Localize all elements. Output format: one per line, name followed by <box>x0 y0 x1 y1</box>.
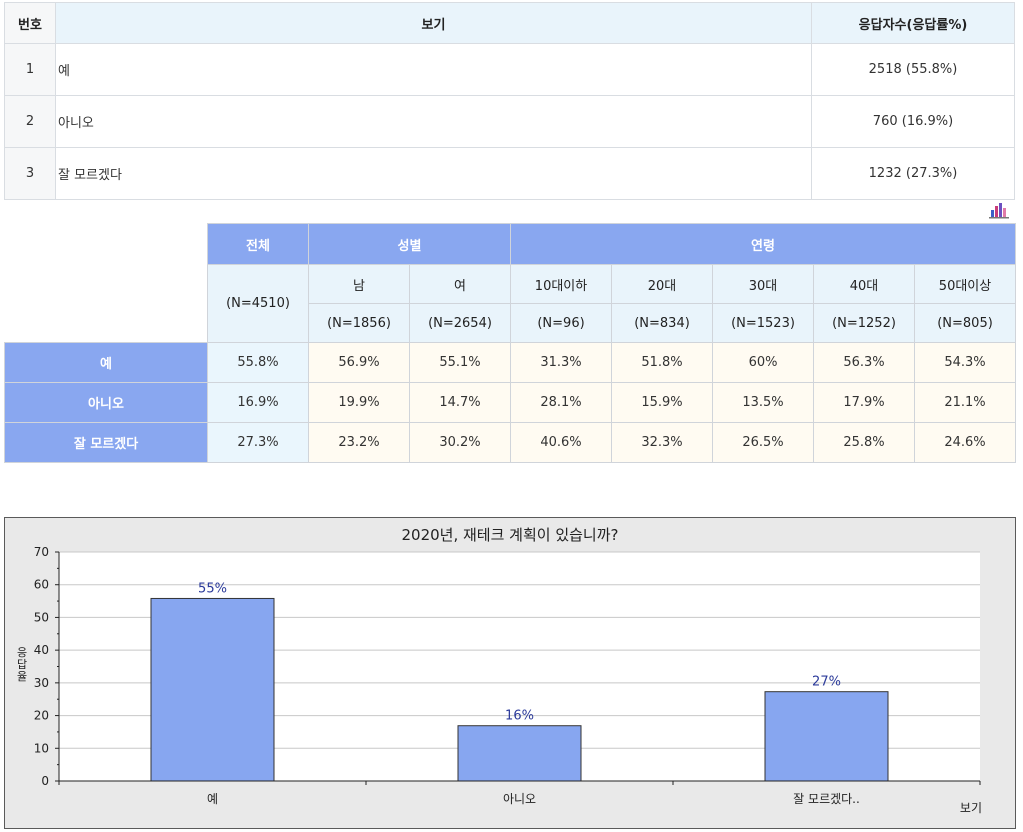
row-count: 1232 (27.3%) <box>811 147 1015 200</box>
crosstab-col-n: (N=2654) <box>408 303 512 343</box>
crosstab-cell: 19.9% <box>308 382 410 423</box>
crosstab-col-n: (N=96) <box>510 303 613 343</box>
crosstab-row-label: 잘 모르겠다 <box>4 422 208 463</box>
header-no: 번호 <box>4 2 56 44</box>
x-tick-label: 예 <box>207 792 218 806</box>
crosstab-cell: 51.8% <box>611 342 714 383</box>
row-count: 2518 (55.8%) <box>811 43 1015 96</box>
answers-header-row: 번호 보기 응답자수(응답률%) <box>4 2 1015 44</box>
bars: 55% 16% 27% <box>150 581 889 782</box>
crosstab-col-n: (N=805) <box>914 303 1017 343</box>
crosstab-cell: 26.5% <box>712 422 815 463</box>
crosstab-cell: 23.2% <box>308 422 410 463</box>
crosstab-corner <box>4 223 208 343</box>
y-tick-label: 40 <box>34 643 49 657</box>
crosstab-cell: 32.3% <box>611 422 714 463</box>
crosstab-cell: 24.6% <box>914 422 1017 463</box>
y-axis: 0 10 20 30 40 50 60 70 <box>34 545 60 788</box>
crosstab-cell: 55.1% <box>408 342 512 383</box>
crosstab-total-header: 전체 <box>207 223 309 265</box>
table-row: 아니오 16.9% 19.9% 14.7% 28.1% 15.9% 13.5% … <box>4 382 1017 423</box>
bar-data-label: 16% <box>505 709 534 724</box>
crosstab-col-label: 40대 <box>813 264 916 304</box>
crosstab-cell: 14.7% <box>408 382 512 423</box>
crosstab-col-label: 20대 <box>611 264 714 304</box>
crosstab-cell: 56.3% <box>813 342 916 383</box>
crosstab-col-label: 여 <box>408 264 512 304</box>
bar <box>150 597 275 782</box>
crosstab-col-n: (N=834) <box>611 303 714 343</box>
x-axis: 예 아니오 잘 모르겠다.. <box>58 780 981 806</box>
crosstab-row-label: 아니오 <box>4 382 208 423</box>
crosstab-cell: 56.9% <box>308 342 410 383</box>
crosstab-row-label: 예 <box>4 342 208 383</box>
table-row: 3 잘 모르겠다 1232 (27.3%) <box>4 147 1015 200</box>
crosstab-age-header: 연령 <box>510 223 1017 265</box>
x-axis-label: 보기 <box>960 801 982 815</box>
row-count: 760 (16.9%) <box>811 95 1015 148</box>
bar <box>764 691 889 782</box>
row-no: 3 <box>4 147 56 200</box>
crosstab-cell: 40.6% <box>510 422 613 463</box>
y-tick-label: 30 <box>34 676 49 690</box>
y-tick-label: 10 <box>34 741 49 755</box>
row-label: 아니오 <box>55 95 812 148</box>
table-row: 2 아니오 760 (16.9%) <box>4 95 1015 148</box>
bar-chart-svg: 2020년, 재테크 계획이 있습니까? 0 10 20 30 40 50 60 70 55%… <box>17 526 982 815</box>
row-no: 1 <box>4 43 56 96</box>
crosstab-cell: 54.3% <box>914 342 1017 383</box>
y-tick-label: 60 <box>34 578 49 592</box>
row-no: 2 <box>4 95 56 148</box>
bar-chart: 2020년, 재테크 계획이 있습니까? 0 10 20 30 40 50 60 70 55%… <box>4 517 1016 829</box>
crosstab-cell: 17.9% <box>813 382 916 423</box>
crosstab-cell: 25.8% <box>813 422 916 463</box>
crosstab-total-cell: 27.3% <box>207 422 309 463</box>
crosstab-cell: 31.3% <box>510 342 613 383</box>
bar <box>457 725 582 782</box>
crosstab-total-cell: 55.8% <box>207 342 309 383</box>
crosstab-cell: 28.1% <box>510 382 613 423</box>
crosstab-col-n: (N=1856) <box>308 303 410 343</box>
crosstab-table: 전체 성별 연령 (N=4510) 남 여 10대이하 20대 30대 40대 … <box>4 223 1017 463</box>
crosstab-total-n: (N=4510) <box>207 264 309 343</box>
bar-data-label: 27% <box>812 675 841 690</box>
header-count: 응답자수(응답률%) <box>811 2 1015 44</box>
crosstab-col-label: 남 <box>308 264 410 304</box>
crosstab-cell: 30.2% <box>408 422 512 463</box>
x-tick-label: 아니오 <box>503 792 536 806</box>
bar-data-label: 55% <box>198 581 227 596</box>
table-row: 예 55.8% 56.9% 55.1% 31.3% 51.8% 60% 56.3… <box>4 342 1017 383</box>
answers-table: 번호 보기 응답자수(응답률%) 1 예 2518 (55.8%) 2 아니오 … <box>4 2 1015 200</box>
crosstab-col-n: (N=1252) <box>813 303 916 343</box>
row-label: 예 <box>55 43 812 96</box>
table-row: 잘 모르겠다 27.3% 23.2% 30.2% 40.6% 32.3% 26.… <box>4 422 1017 463</box>
crosstab-cell: 21.1% <box>914 382 1017 423</box>
crosstab-cell: 60% <box>712 342 815 383</box>
crosstab-col-label: 10대이하 <box>510 264 613 304</box>
chart-title: 2020년, 재테크 계획이 있습니까? <box>401 526 618 544</box>
crosstab-col-label: 30대 <box>712 264 815 304</box>
crosstab-cell: 13.5% <box>712 382 815 423</box>
crosstab-total-cell: 16.9% <box>207 382 309 423</box>
y-tick-label: 50 <box>34 610 49 624</box>
header-label: 보기 <box>55 2 812 44</box>
crosstab-col-n: (N=1523) <box>712 303 815 343</box>
crosstab-cell: 15.9% <box>611 382 714 423</box>
y-tick-label: 0 <box>41 774 49 788</box>
x-tick-label: 잘 모르겠다.. <box>793 792 860 806</box>
row-label: 잘 모르겠다 <box>55 147 812 200</box>
bar-chart-icon[interactable] <box>988 201 1010 219</box>
crosstab-gender-header: 성별 <box>307 223 512 265</box>
crosstab-col-label: 50대이상 <box>914 264 1017 304</box>
table-row: 1 예 2518 (55.8%) <box>4 43 1015 96</box>
y-tick-label: 70 <box>34 545 49 559</box>
y-tick-label: 20 <box>34 709 49 723</box>
